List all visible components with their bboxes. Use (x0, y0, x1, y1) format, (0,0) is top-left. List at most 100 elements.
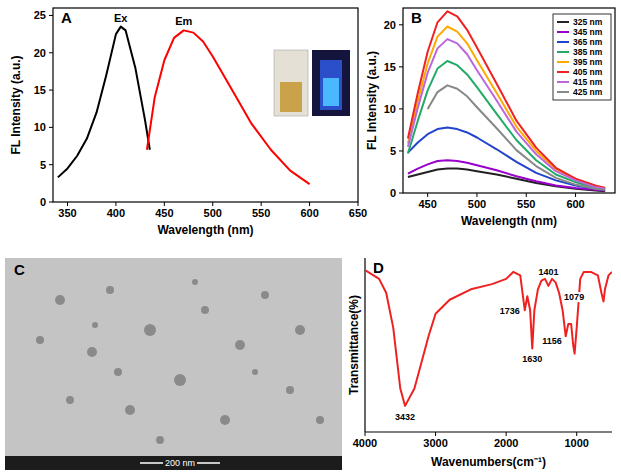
y-tick-label: 15 (34, 84, 46, 96)
particle (114, 368, 122, 376)
x-axis-title: Wavenumbers(cm⁻¹) (431, 455, 546, 469)
marks (365, 270, 612, 406)
series-line (58, 27, 150, 178)
peak-label: 1630 (522, 354, 542, 364)
legend-label: 385 nm (573, 47, 603, 57)
particle (92, 322, 98, 328)
peak-label: 1156 (542, 336, 562, 346)
plot-frame (403, 8, 615, 193)
legend-swatch (557, 61, 569, 63)
particle (174, 374, 186, 386)
particle (261, 291, 269, 299)
tem-image (5, 258, 342, 470)
legend-swatch (557, 51, 569, 53)
x-tick (309, 202, 310, 206)
y-tick (399, 150, 403, 151)
vial-daylight (274, 50, 308, 116)
x-tick-label: 500 (468, 198, 486, 210)
vial-uv (312, 50, 350, 116)
label-patch (563, 292, 585, 302)
panel-letter: C (14, 261, 25, 278)
particle (87, 347, 97, 357)
annotation: 1736 (499, 306, 521, 316)
marks (408, 11, 605, 191)
particle (125, 405, 135, 415)
legend-swatch (557, 31, 569, 33)
series-line (408, 27, 605, 188)
y-tick-label: 10 (34, 121, 46, 133)
vial-glow (320, 60, 342, 110)
y-tick-label: 25 (34, 9, 46, 21)
y-tick-label: 20 (384, 19, 396, 31)
legend-label: 395 nm (573, 57, 603, 67)
tem-panel: 200 nmC (5, 258, 342, 470)
scale-label-patch (163, 457, 197, 469)
particle (252, 369, 258, 375)
legend-label: 365 nm (573, 37, 603, 47)
x-tick (435, 432, 436, 436)
x-tick-label: 2000 (494, 437, 518, 449)
particle (316, 416, 324, 424)
annotation: 1401 (537, 267, 559, 277)
legend-swatch (557, 41, 569, 43)
x-tick (365, 432, 366, 436)
marks (58, 27, 310, 184)
panel: 4000300020001000Wavenumbers(cm⁻¹)Transmi… (347, 258, 612, 469)
particle (144, 324, 156, 336)
panel: 3504004505005506006500510152025Wavelengt… (9, 8, 367, 237)
y-tick-label: 5 (40, 159, 46, 171)
annotation: 1079 (563, 292, 585, 302)
series-line (147, 30, 310, 184)
annotation: 1630 (521, 354, 543, 364)
x-axis (365, 431, 612, 432)
legend-label: 405 nm (573, 67, 603, 77)
y-tick-label: 20 (34, 47, 46, 59)
x-tick (506, 432, 507, 436)
y-tick-label: 0 (40, 196, 46, 208)
y-tick (49, 52, 53, 53)
peak-label: 1079 (564, 292, 584, 302)
label-patch (499, 306, 521, 316)
x-tick (115, 202, 116, 206)
x-tick (212, 202, 213, 206)
x-tick (164, 202, 165, 206)
y-tick (49, 164, 53, 165)
series-line (408, 39, 605, 189)
x-tick-label: 600 (566, 198, 584, 210)
y-tick (399, 24, 403, 25)
series-label: Em (175, 15, 192, 27)
legend-box (553, 14, 611, 100)
x-tick (427, 193, 428, 197)
particle (106, 286, 114, 294)
y-tick (399, 66, 403, 67)
particle (201, 306, 209, 314)
y-tick-label: 5 (390, 145, 396, 157)
x-tick-label: 550 (517, 198, 535, 210)
particle (156, 436, 164, 444)
particle (286, 386, 294, 394)
x-tick-label: 600 (300, 207, 318, 219)
y-tick-label: 10 (384, 103, 396, 115)
particle (220, 415, 230, 425)
x-tick-label: 650 (349, 207, 367, 219)
scale-strip (5, 456, 342, 470)
series-label: Ex (114, 12, 128, 24)
legend-label: 325 nm (573, 17, 603, 27)
vial-glow-core (323, 78, 339, 106)
y-axis (364, 258, 365, 432)
y-tick-label: 0 (390, 187, 396, 199)
annotation: 1156 (541, 336, 563, 346)
y-tick (49, 127, 53, 128)
peak-label: 1736 (500, 306, 520, 316)
legend-label: 425 nm (573, 87, 603, 97)
x-tick (261, 202, 262, 206)
legend-swatch (557, 91, 569, 93)
y-tick (399, 108, 403, 109)
legend-label: 345 nm (573, 27, 603, 37)
legend-swatch (557, 71, 569, 73)
x-tick-label: 550 (252, 207, 270, 219)
y-tick (49, 15, 53, 16)
x-tick (358, 202, 359, 206)
plot-frame (53, 8, 358, 202)
peak-label: 1401 (538, 267, 558, 277)
